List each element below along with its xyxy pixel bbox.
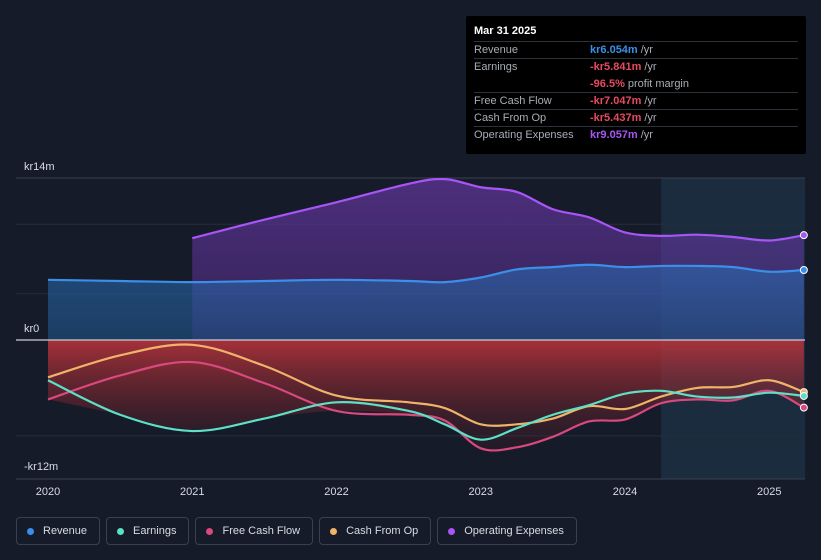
- tooltip-rows: Revenue kr6.054m/yr Earnings -kr5.841m/yr -9…: [474, 41, 798, 143]
- tooltip-row-value: -kr7.047m: [590, 95, 642, 107]
- tooltip-row-label: Earnings: [474, 61, 518, 73]
- tooltip-row: Cash From Op -kr5.437m/yr: [474, 109, 798, 126]
- series-end-marker: [799, 265, 808, 274]
- x-tick-label: 2022: [324, 486, 348, 498]
- tooltip-date: Mar 31 2025: [474, 25, 537, 37]
- tooltip-row-value: -kr5.437m: [590, 112, 642, 124]
- legend-item-cash-from-op[interactable]: Cash From Op: [319, 517, 432, 545]
- series-line-cash-from-op: [47, 343, 805, 427]
- series-areas: [16, 179, 805, 451]
- legend-item-revenue[interactable]: Revenue: [16, 517, 101, 545]
- tooltip-row: Free Cash Flow -kr7.047m/yr: [474, 92, 798, 109]
- tooltip-row-value: kr9.057m: [590, 129, 638, 141]
- tooltip-row-value: -kr5.841m: [590, 61, 642, 73]
- y-axis: kr14m kr0 -kr12m: [24, 161, 58, 473]
- tooltip-row-unit: /yr: [640, 129, 653, 141]
- tooltip-row-unit: /yr: [644, 61, 657, 73]
- legend-item-operating-expenses[interactable]: Operating Expenses: [437, 517, 577, 545]
- y-tick-label: kr14m: [24, 161, 55, 173]
- tooltip-row-label: Cash From Op: [474, 112, 547, 124]
- series-end-marker: [799, 231, 808, 240]
- series-end-marker: [799, 403, 808, 412]
- tooltip-row-label: Revenue: [474, 44, 519, 56]
- series-end-markers: [799, 231, 808, 412]
- y-tick-label: -kr12m: [24, 461, 58, 473]
- series-lines: [47, 177, 805, 452]
- tooltip-row-unit: profit margin: [627, 77, 689, 90]
- x-tick-label: 2023: [469, 486, 493, 498]
- legend-label: Earnings: [133, 525, 177, 537]
- series-line-revenue: [47, 263, 804, 284]
- series-line-earnings: [47, 379, 804, 441]
- x-tick-label: 2021: [180, 486, 204, 498]
- tooltip-row-unit: /yr: [644, 112, 657, 124]
- tooltip-row: Operating Expenses kr9.057m/yr: [474, 126, 798, 143]
- chart-legend: Revenue Earnings Free Cash Flow Cash From O…: [16, 517, 577, 547]
- legend-dot-icon: [330, 527, 338, 535]
- x-tick-label: 2020: [36, 486, 60, 498]
- series-line-operating-expenses: [191, 177, 805, 242]
- series-line-free-cash-flow: [47, 360, 805, 452]
- y-tick-label: kr0: [24, 323, 39, 335]
- x-tick-label: 2025: [757, 486, 781, 498]
- negative-area: [48, 340, 804, 451]
- tooltip-row-label: Operating Expenses: [474, 129, 574, 141]
- tooltip-row-value: kr6.054m: [590, 44, 638, 56]
- revenue-area: [48, 264, 804, 340]
- legend-label: Free Cash Flow: [222, 525, 301, 537]
- x-tick-label: 2024: [613, 486, 637, 498]
- legend-dot-icon: [206, 527, 214, 535]
- tooltip-row: Revenue kr6.054m/yr: [474, 41, 798, 58]
- legend-item-earnings[interactable]: Earnings: [106, 517, 190, 545]
- legend-dot-icon: [448, 527, 456, 535]
- legend-item-free-cash-flow[interactable]: Free Cash Flow: [195, 517, 314, 545]
- tooltip-row-unit: /yr: [644, 95, 657, 107]
- data-tooltip: Mar 31 2025 Revenue kr6.054m/yr Earnings -k…: [466, 16, 806, 154]
- tooltip-row-unit: /yr: [640, 44, 653, 56]
- tooltip-row: -96.5% profit margin: [474, 75, 798, 92]
- tooltip-row: Earnings -kr5.841m/yr: [474, 58, 798, 75]
- legend-label: Cash From Op: [346, 525, 419, 537]
- tooltip-row-value: -96.5%: [590, 77, 625, 90]
- x-axis: 2020 2021 2022 2023 2024 2025: [36, 486, 782, 498]
- legend-label: Revenue: [43, 525, 88, 537]
- legend-dot-icon: [27, 527, 34, 535]
- tooltip-row-label: Free Cash Flow: [474, 95, 552, 107]
- legend-dot-icon: [117, 527, 125, 535]
- series-end-marker: [799, 391, 808, 400]
- legend-label: Operating Expenses: [464, 525, 564, 537]
